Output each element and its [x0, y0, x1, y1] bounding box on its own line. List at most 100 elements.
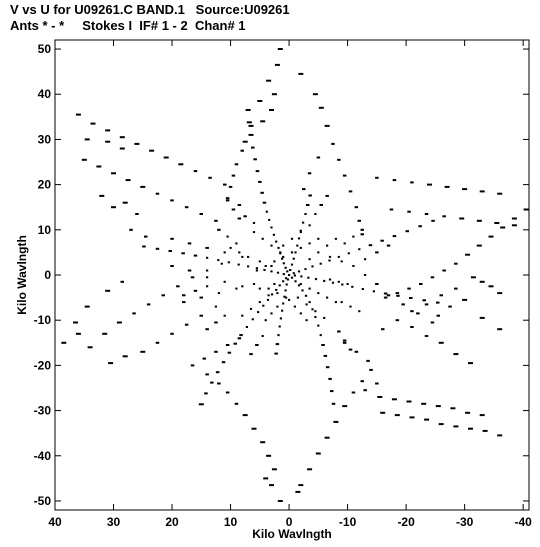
uv-point	[360, 380, 364, 383]
uv-point	[360, 233, 364, 236]
uv-point	[252, 222, 256, 224]
uv-point	[225, 344, 230, 346]
uv-point	[293, 274, 296, 277]
uv-point	[476, 219, 482, 222]
x-tick-label: -20	[397, 515, 415, 529]
uv-point	[311, 265, 314, 268]
uv-point	[315, 452, 321, 455]
uv-point	[193, 170, 198, 173]
x-tick-label: -30	[456, 515, 474, 529]
uv-point	[302, 188, 306, 191]
uv-point	[317, 237, 320, 240]
uv-point	[285, 296, 288, 299]
uv-point	[132, 312, 136, 315]
uv-point	[184, 206, 189, 209]
uv-point	[328, 377, 332, 380]
uv-point	[314, 278, 318, 281]
uv-point	[223, 183, 227, 186]
uv-point	[255, 344, 259, 346]
uv-point	[249, 307, 253, 310]
uv-point	[286, 270, 289, 273]
uv-point	[240, 149, 244, 152]
uv-point	[497, 328, 503, 331]
uv-point	[170, 332, 174, 335]
uv-point	[246, 121, 252, 124]
uv-point	[277, 48, 283, 50]
uv-point	[87, 346, 93, 349]
uv-point	[96, 165, 102, 168]
uv-point	[454, 262, 458, 265]
uv-point	[523, 208, 529, 211]
uv-point	[261, 237, 264, 240]
uv-point	[129, 228, 133, 231]
uv-point	[372, 290, 375, 293]
uv-point	[281, 309, 284, 312]
uv-point	[442, 215, 446, 218]
uv-point	[386, 294, 391, 297]
uv-point	[351, 391, 356, 394]
y-axis-title: Kilo Wavlngth	[15, 235, 29, 315]
uv-point	[275, 288, 278, 291]
uv-point	[290, 276, 294, 279]
uv-point	[288, 298, 291, 301]
uv-point	[187, 269, 192, 272]
uv-point	[206, 256, 209, 259]
uv-point	[316, 156, 321, 159]
uv-point	[410, 310, 414, 313]
uv-point	[288, 274, 291, 276]
uv-points	[61, 48, 529, 502]
uv-point	[237, 217, 242, 220]
uv-point	[231, 174, 236, 177]
uv-point	[419, 283, 423, 285]
uv-point	[163, 156, 169, 159]
uv-point	[331, 142, 335, 145]
uv-point	[193, 254, 198, 257]
uv-point	[407, 287, 411, 290]
uv-point	[260, 441, 266, 444]
x-tick-label: 40	[48, 515, 62, 529]
uv-point	[342, 405, 348, 408]
y-tick-label: 20	[38, 178, 52, 192]
uv-point	[225, 197, 230, 200]
uv-point	[307, 276, 310, 279]
uv-point	[170, 237, 174, 240]
uv-point	[267, 294, 270, 297]
uv-point	[210, 381, 214, 384]
uv-point	[251, 146, 255, 149]
uv-point	[324, 436, 330, 439]
uv-point	[270, 265, 273, 267]
uv-point	[202, 357, 206, 360]
uv-point	[227, 351, 232, 354]
uv-point	[241, 314, 244, 317]
uv-point	[409, 297, 413, 299]
uv-point	[410, 326, 414, 328]
x-tick-label: -40	[514, 515, 532, 529]
uv-point	[116, 321, 122, 324]
uv-point	[377, 396, 383, 398]
uv-point	[251, 427, 257, 430]
uv-point	[271, 468, 277, 471]
uv-point	[500, 226, 506, 229]
uv-point	[300, 275, 303, 278]
uv-point	[205, 246, 209, 249]
uv-point	[161, 294, 165, 297]
uv-point	[242, 414, 248, 417]
uv-point	[226, 235, 229, 238]
uv-point	[383, 292, 388, 295]
uv-point	[349, 305, 352, 308]
uv-point	[233, 342, 237, 345]
uv-point	[479, 414, 485, 417]
uv-point	[424, 418, 430, 421]
uv-point	[364, 274, 367, 276]
uv-point	[249, 353, 253, 356]
chart-subtitle: Ants * - * Stokes I IF# 1 - 2 Chan# 1	[10, 18, 246, 33]
uv-point	[416, 312, 420, 315]
uv-point	[454, 287, 458, 290]
uv-point	[187, 242, 192, 245]
uv-point	[357, 219, 361, 222]
uv-point	[375, 251, 379, 254]
uv-point	[205, 373, 209, 376]
uv-point	[119, 136, 125, 139]
uv-point	[294, 251, 297, 254]
uv-point	[328, 278, 332, 281]
